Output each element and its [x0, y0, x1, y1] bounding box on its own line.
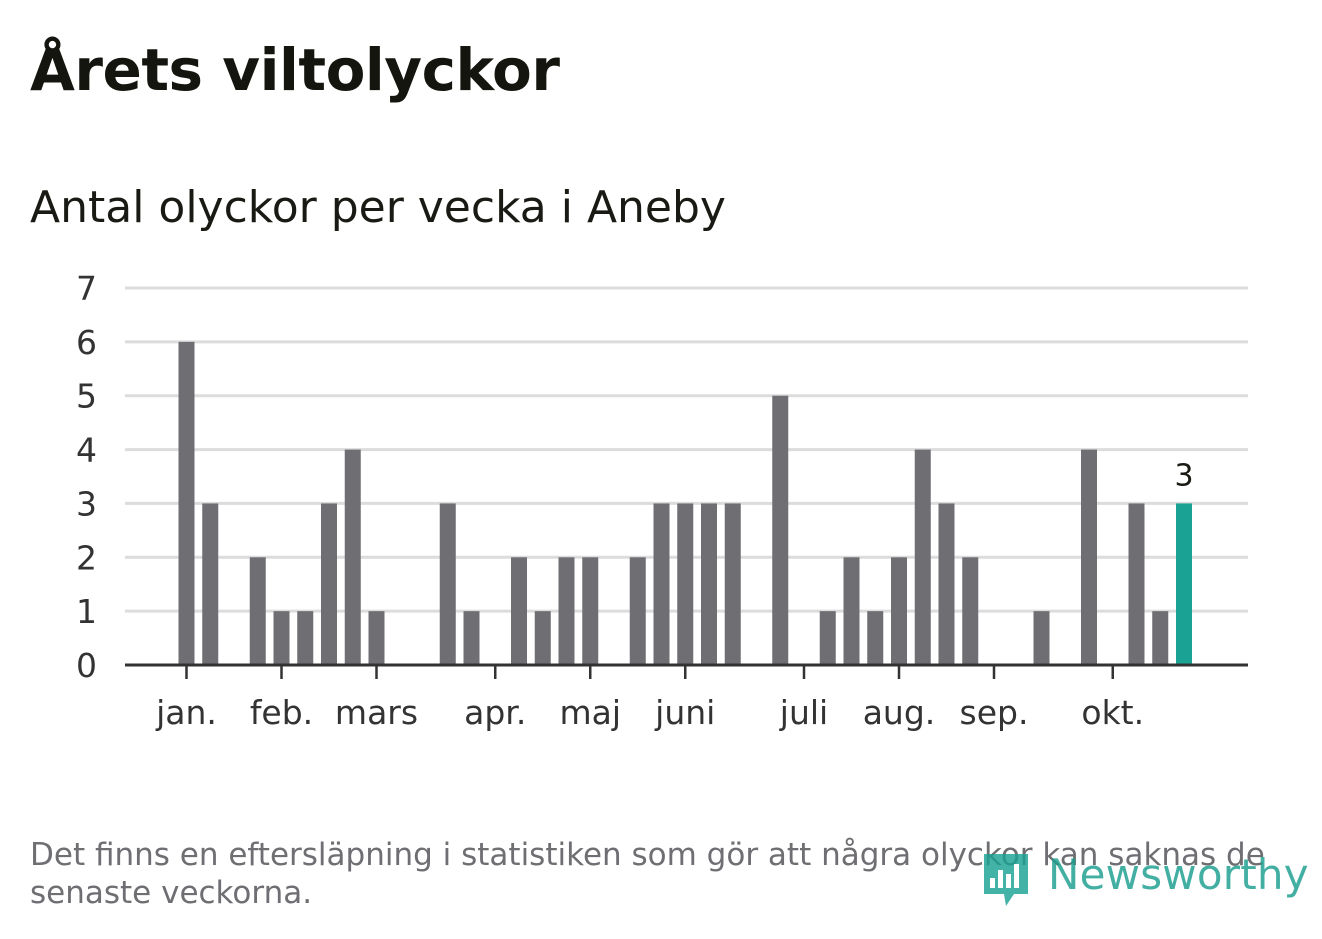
bar: [273, 611, 290, 665]
bars: [178, 341, 1192, 665]
bar: [819, 611, 836, 665]
bar: [582, 557, 599, 665]
bar: [439, 503, 456, 665]
x-tick-label: juni: [654, 693, 715, 732]
bar: [1128, 503, 1145, 665]
bar: [1081, 449, 1097, 665]
bar: [534, 611, 551, 665]
x-tick-label: aug.: [863, 693, 936, 732]
x-axis: jan. feb. mars apr. maj juni juli aug. sep. okt.: [125, 663, 1248, 732]
bar: [249, 557, 266, 665]
x-tick-label: feb.: [250, 693, 313, 732]
chart-title: Årets viltolyckor: [30, 36, 560, 104]
bar: [321, 503, 337, 665]
bar: [511, 557, 527, 665]
data-labels: 3: [1174, 458, 1193, 493]
y-tick-label: 7: [76, 269, 97, 308]
x-tick-label: mars: [335, 693, 418, 732]
data-label: 3: [1174, 458, 1193, 493]
bar-chart-speech-bubble-icon: [984, 854, 1028, 906]
bar: [843, 557, 860, 665]
bar: [867, 611, 884, 665]
bar: [914, 449, 931, 665]
bar: [463, 611, 480, 665]
bar: [558, 557, 575, 665]
x-tick-label: jan.: [155, 693, 217, 732]
bar: [938, 503, 955, 665]
y-tick-label: 4: [76, 431, 97, 470]
x-tick-label: juli: [779, 693, 828, 732]
x-tick-label: apr.: [464, 693, 526, 732]
chart-subtitle: Antal olyckor per vecka i Aneby: [30, 182, 726, 233]
x-tick-label: okt.: [1081, 693, 1144, 732]
bar-highlighted: [1176, 503, 1192, 665]
bar: [701, 503, 717, 665]
bar: [653, 503, 670, 665]
y-tick-label: 5: [76, 377, 97, 416]
y-axis-ticks: 0 1 2 3 4 5 6 7: [76, 269, 97, 685]
bar-chart: 0 1 2 3 4 5 6 7 jan. feb. mars apr. maj juni juli aug.…: [76, 269, 1248, 732]
x-tick-label: sep.: [960, 693, 1029, 732]
bar: [178, 341, 195, 665]
bar: [344, 449, 361, 665]
x-tick-label: maj: [559, 693, 621, 732]
bar: [1033, 611, 1050, 665]
newsworthy-logo: Newsworthy: [980, 846, 1309, 912]
bar: [891, 557, 907, 665]
footnote: Det finns en eftersläpning i statistiken…: [30, 837, 1265, 911]
y-tick-label: 1: [76, 592, 97, 631]
bar: [772, 395, 789, 665]
bar: [297, 611, 314, 665]
y-tick-label: 6: [76, 323, 97, 362]
bar: [629, 557, 646, 665]
bar: [368, 611, 385, 665]
bar: [962, 557, 979, 665]
logo-text: Newsworthy: [1048, 850, 1309, 899]
bar: [1152, 611, 1169, 665]
bar: [202, 503, 219, 665]
y-tick-label: 2: [76, 538, 97, 577]
bar: [677, 503, 694, 665]
y-tick-label: 3: [76, 484, 97, 523]
y-tick-label: 0: [76, 646, 97, 685]
bar: [724, 503, 741, 665]
